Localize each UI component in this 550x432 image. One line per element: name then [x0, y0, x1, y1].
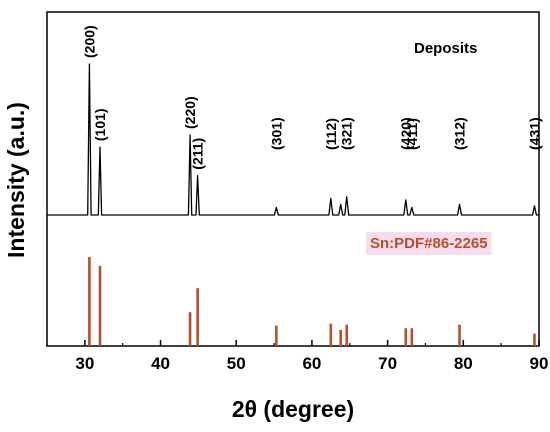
peak-label: (420)	[398, 117, 414, 150]
y-axis-title: Intensity (a.u.)	[3, 102, 29, 258]
peak-label: (431)	[527, 117, 543, 150]
x-tick-label: 80	[454, 354, 473, 373]
x-tick-label: 90	[530, 354, 549, 373]
x-tick-label: 50	[227, 354, 246, 373]
peak-label: (200)	[81, 25, 97, 58]
peak-label: (220)	[182, 96, 198, 129]
peak-label: (301)	[268, 117, 284, 150]
peak-label: (211)	[190, 138, 206, 170]
reference-label: Sn:PDF#86-2265	[370, 235, 488, 252]
peak-label: (101)	[92, 108, 108, 141]
peak-label: (112)	[323, 118, 339, 150]
peak-label: (312)	[452, 117, 468, 150]
reference-label-background	[366, 232, 492, 255]
x-tick-label: 30	[75, 354, 94, 373]
plot-frame	[46, 11, 540, 347]
peak-label: (321)	[339, 117, 355, 150]
x-tick-label: 60	[302, 354, 321, 373]
x-tick-label: 40	[151, 354, 170, 373]
deposits-pattern-line	[47, 63, 539, 216]
peak-labels: (200) (101) (220) (211) (301) (112) (321) (420)…	[81, 25, 542, 169]
x-axis: 30 40 50 60 70 80 90	[46, 340, 549, 373]
peak-label: (411)	[404, 118, 420, 150]
deposits-label: Deposits	[414, 40, 477, 57]
reference-pattern	[88, 257, 536, 346]
x-axis-title: 2θ (degree)	[232, 396, 354, 422]
x-tick-label: 70	[378, 354, 397, 373]
